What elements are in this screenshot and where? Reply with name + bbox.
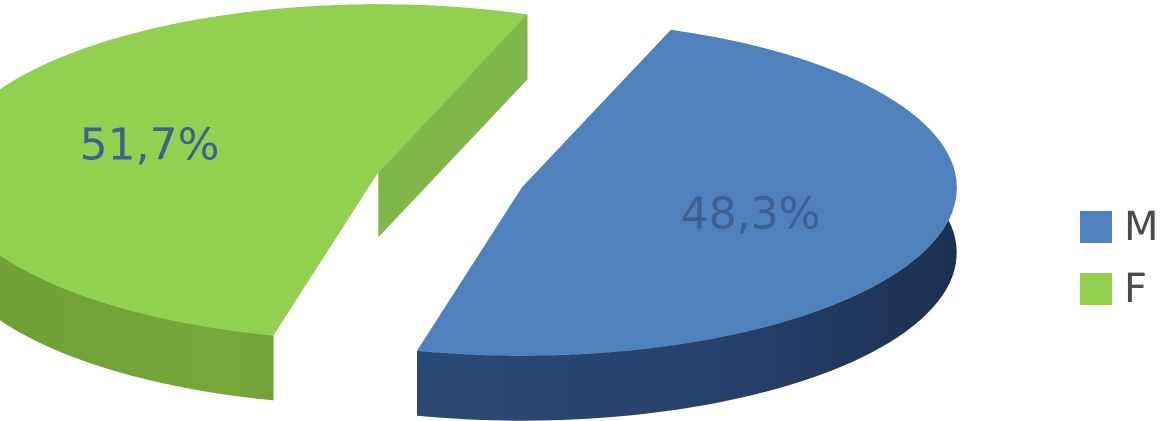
legend-swatch-f (1080, 273, 1112, 305)
legend-item-f: F (1080, 258, 1159, 320)
pie-slice-m (417, 29, 957, 356)
data-label-m: 48,3% (681, 189, 821, 240)
pie-slice-f (0, 4, 528, 336)
legend-item-m: M (1080, 196, 1159, 258)
legend: M F (1080, 196, 1159, 320)
legend-swatch-m (1080, 211, 1112, 243)
legend-label-f: F (1124, 266, 1148, 312)
data-label-f: 51,7% (80, 119, 220, 170)
pie-slice-wall-f (378, 14, 528, 238)
legend-label-m: M (1124, 204, 1159, 250)
